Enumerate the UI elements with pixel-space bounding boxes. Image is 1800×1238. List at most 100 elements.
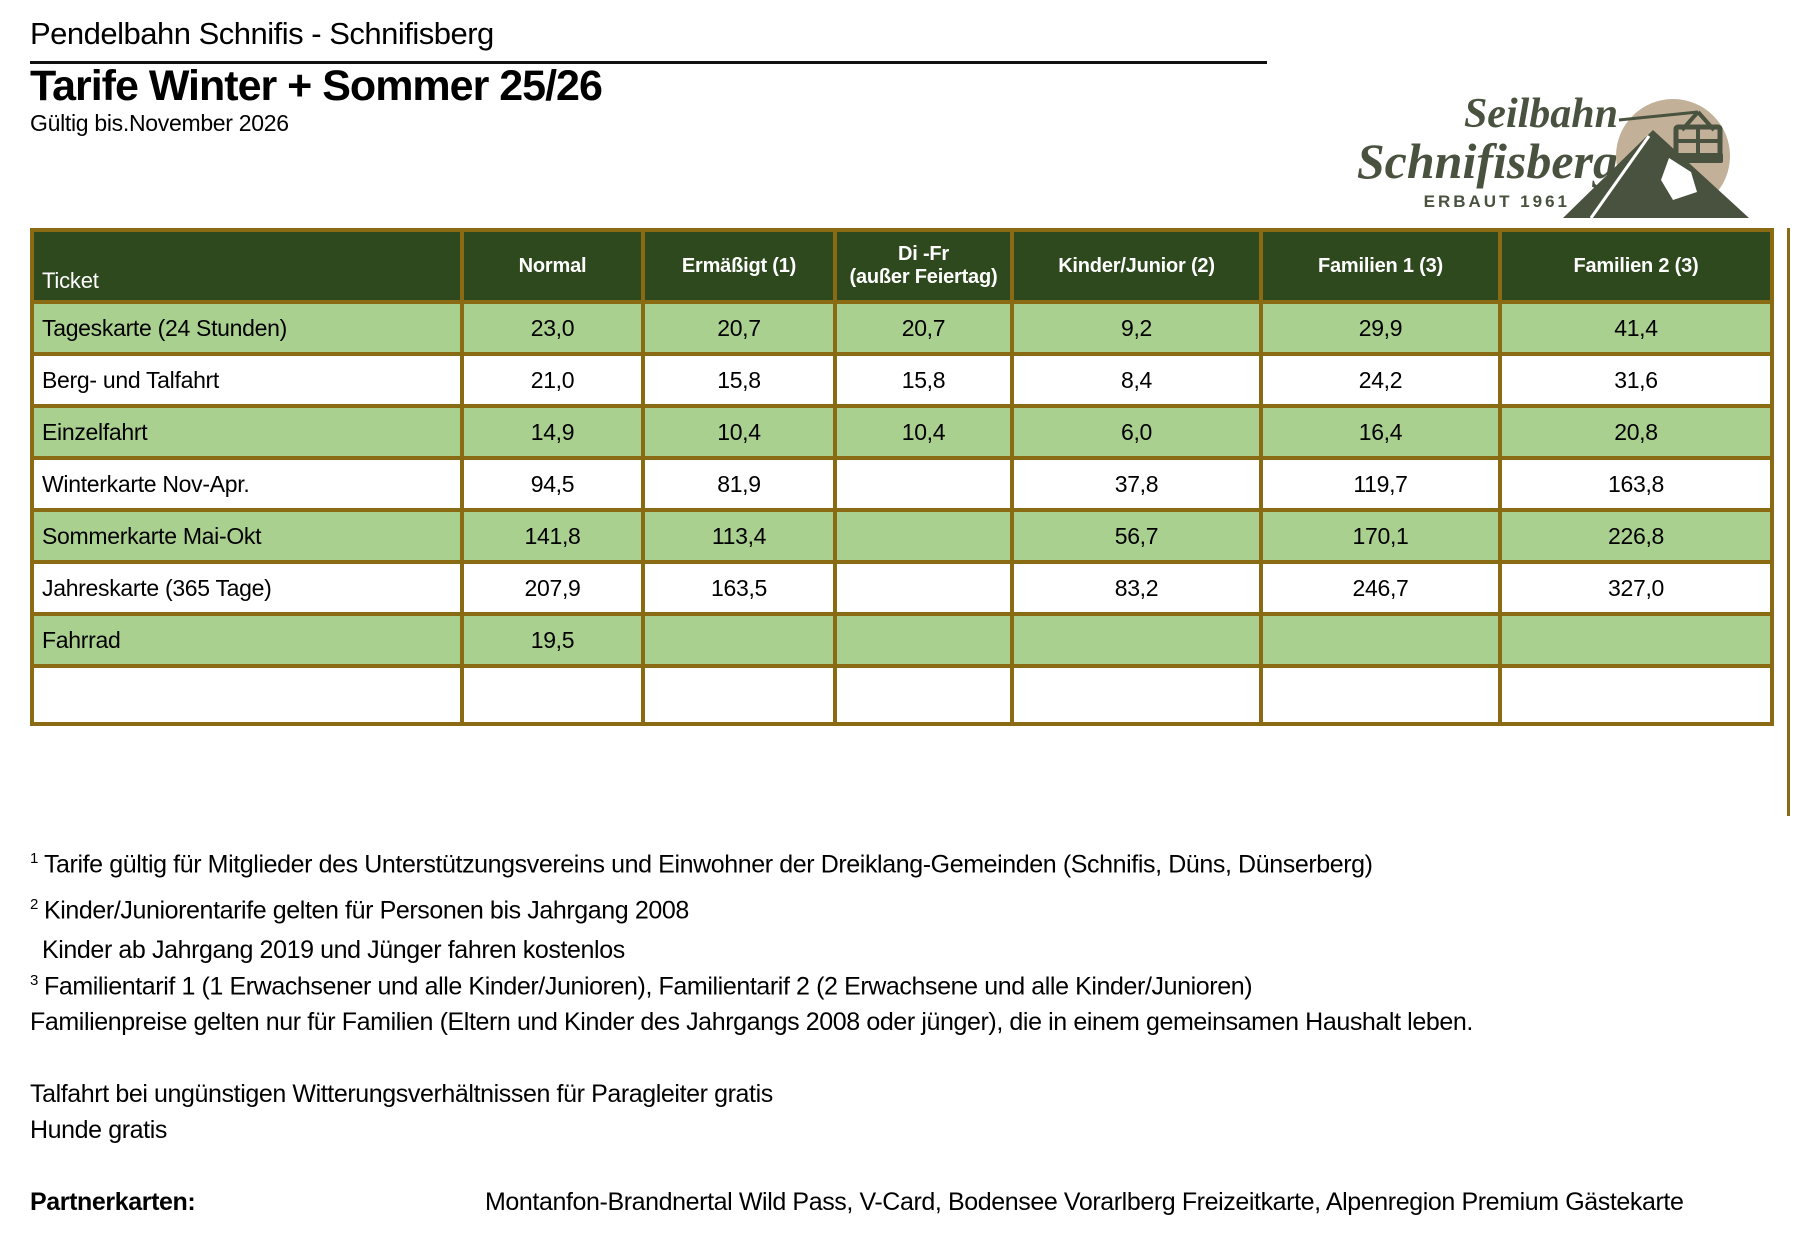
price-cell <box>833 508 1014 564</box>
price-cell: 24,2 <box>1259 352 1502 408</box>
price-cell: 327,0 <box>1498 560 1774 616</box>
ticket-name-cell: Sommerkarte Mai-Okt <box>30 508 464 564</box>
footnote-1: 1 Tarife gültig für Mitglieder des Unters… <box>30 850 1373 879</box>
price-cell: 94,5 <box>460 456 645 512</box>
price-table-body: Tageskarte (24 Stunden) 23,0 20,7 20,7 9,2 29… <box>30 300 1774 726</box>
price-cell: 170,1 <box>1259 508 1502 564</box>
price-cell: 119,7 <box>1259 456 1502 512</box>
price-cell: 41,4 <box>1498 300 1774 356</box>
footnote-3-marker: 3 <box>30 972 38 989</box>
price-cell: 113,4 <box>641 508 837 564</box>
document-pretitle: Pendelbahn Schnifis - Schnifisberg <box>30 16 1267 64</box>
mountain-cablecar-icon <box>1563 99 1749 219</box>
price-cell: 141,8 <box>460 508 645 564</box>
price-cell <box>1259 664 1502 726</box>
price-cell <box>460 664 645 726</box>
logo-name-line2: Schnifisberg <box>1356 133 1618 189</box>
price-table: Ticket Normal Ermäßigt (1) Di -Fr (außer… <box>30 228 1774 726</box>
note-hunde: Hunde gratis <box>30 1116 167 1144</box>
price-cell: 6,0 <box>1010 404 1263 460</box>
partner-cards-row: Partnerkarten: Montanfon-Brandnertal Wil… <box>30 1188 1684 1217</box>
price-cell: 246,7 <box>1259 560 1502 616</box>
footnote-3: 3 Familientarif 1 (1 Erwachsener und alle… <box>30 972 1253 1001</box>
price-cell <box>1498 664 1774 726</box>
price-cell: 10,4 <box>833 404 1014 460</box>
logo-wordmark: Seilbahn Schnifisberg ERBAUT 1961 <box>1270 92 1618 212</box>
table-row: Berg- und Talfahrt 21,0 15,8 15,8 8,4 24,2 31,… <box>30 352 1774 408</box>
column-header-familien1: Familien 1 (3) <box>1259 228 1502 304</box>
price-cell: 163,8 <box>1498 456 1774 512</box>
column-header-familien2: Familien 2 (3) <box>1498 228 1774 304</box>
price-cell: 20,8 <box>1498 404 1774 460</box>
price-cell: 207,9 <box>460 560 645 616</box>
price-cell <box>641 664 837 726</box>
footnote-1-marker: 1 <box>30 850 38 867</box>
table-row: Einzelfahrt 14,9 10,4 10,4 6,0 16,4 20,8 <box>30 404 1774 460</box>
column-header-ticket: Ticket <box>30 228 464 304</box>
price-cell: 20,7 <box>641 300 837 356</box>
table-header-row: Ticket Normal Ermäßigt (1) Di -Fr (außer… <box>30 228 1774 304</box>
price-cell: 21,0 <box>460 352 645 408</box>
price-cell <box>1010 664 1263 726</box>
footnote-2-continuation: Kinder ab Jahrgang 2019 und Jünger fahre… <box>42 936 625 964</box>
validity-text: Gültig bis.November 2026 <box>30 110 289 136</box>
ticket-name-cell: Jahreskarte (365 Tage) <box>30 560 464 616</box>
price-cell: 15,8 <box>833 352 1014 408</box>
table-right-edge-rule <box>1787 228 1790 816</box>
ticket-name-cell: Einzelfahrt <box>30 404 464 460</box>
footnote-2-marker: 2 <box>30 896 38 913</box>
column-header-di-fr-line2: (außer Feiertag) <box>849 266 998 288</box>
price-cell: 83,2 <box>1010 560 1263 616</box>
page-title: Tarife Winter + Sommer 25/26 <box>30 62 603 110</box>
table-row: Tageskarte (24 Stunden) 23,0 20,7 20,7 9,2 29… <box>30 300 1774 356</box>
price-cell: 8,4 <box>1010 352 1263 408</box>
logo-name-line1: Seilbahn <box>1463 91 1618 137</box>
price-cell: 163,5 <box>641 560 837 616</box>
price-cell: 37,8 <box>1010 456 1263 512</box>
column-header-normal: Normal <box>460 228 645 304</box>
price-cell: 31,6 <box>1498 352 1774 408</box>
footnote-2: 2 Kinder/Juniorentarife gelten für Person… <box>30 896 689 925</box>
table-row: Sommerkarte Mai-Okt 141,8 113,4 56,7 170,1 22… <box>30 508 1774 564</box>
price-cell: 56,7 <box>1010 508 1263 564</box>
price-cell: 15,8 <box>641 352 837 408</box>
price-cell: 19,5 <box>460 612 645 668</box>
price-cell: 226,8 <box>1498 508 1774 564</box>
price-cell <box>833 560 1014 616</box>
price-cell: 20,7 <box>833 300 1014 356</box>
ticket-name-cell <box>30 664 464 726</box>
ticket-name-cell: Fahrrad <box>30 612 464 668</box>
price-cell <box>833 612 1014 668</box>
price-cell <box>641 612 837 668</box>
price-cell: 16,4 <box>1259 404 1502 460</box>
price-cell: 29,9 <box>1259 300 1502 356</box>
price-cell: 23,0 <box>460 300 645 356</box>
column-header-di-fr-line1: Di -Fr <box>897 243 950 265</box>
column-header-ermaessigt: Ermäßigt (1) <box>641 228 837 304</box>
ticket-name-cell: Tageskarte (24 Stunden) <box>30 300 464 356</box>
table-row <box>30 664 1774 726</box>
price-cell <box>1259 612 1502 668</box>
price-cell: 10,4 <box>641 404 837 460</box>
partner-cards-label: Partnerkarten: <box>30 1188 196 1216</box>
price-cell <box>833 456 1014 512</box>
company-logo: Seilbahn Schnifisberg ERBAUT 1961 <box>1270 84 1751 239</box>
price-cell: 14,9 <box>460 404 645 460</box>
price-cell: 81,9 <box>641 456 837 512</box>
partner-cards-list: Montanfon-Brandnertal Wild Pass, V-Card,… <box>485 1188 1684 1216</box>
ticket-name-cell: Winterkarte Nov-Apr. <box>30 456 464 512</box>
table-row: Jahreskarte (365 Tage) 207,9 163,5 83,2 246,… <box>30 560 1774 616</box>
column-header-di-fr: Di -Fr (außer Feiertag) <box>833 228 1014 304</box>
table-row: Fahrrad 19,5 <box>30 612 1774 668</box>
ticket-name-cell: Berg- und Talfahrt <box>30 352 464 408</box>
price-cell <box>1498 612 1774 668</box>
note-paragleiter: Talfahrt bei ungünstigen Witterungsverhä… <box>30 1080 773 1108</box>
column-header-kinder-junior: Kinder/Junior (2) <box>1010 228 1263 304</box>
footnote-3-continuation: Familienpreise gelten nur für Familien (… <box>30 1008 1473 1036</box>
table-row: Winterkarte Nov-Apr. 94,5 81,9 37,8 119,7 163… <box>30 456 1774 512</box>
price-cell: 9,2 <box>1010 300 1263 356</box>
logo-tagline: ERBAUT 1961 <box>1423 192 1570 211</box>
price-cell <box>833 664 1014 726</box>
price-cell <box>1010 612 1263 668</box>
